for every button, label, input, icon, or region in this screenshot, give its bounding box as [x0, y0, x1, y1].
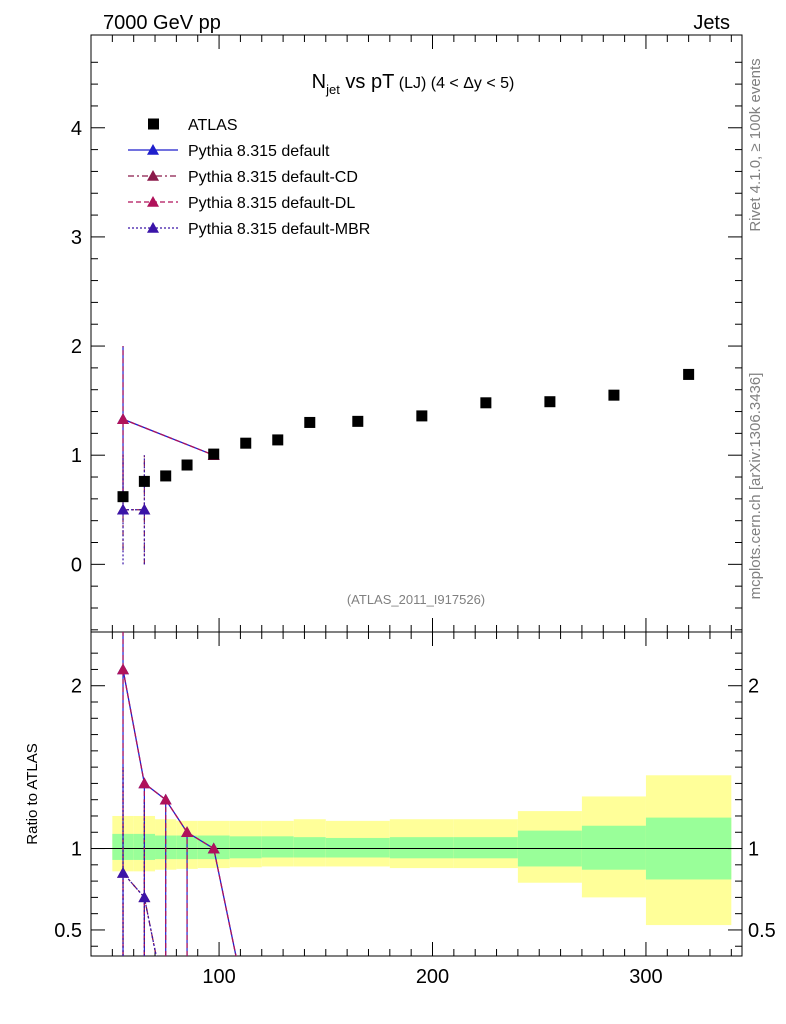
ratio-axis-label: Ratio to ATLAS [24, 743, 41, 844]
header-energy: 7000 GeV pp [103, 12, 221, 34]
ratio-point [159, 793, 172, 805]
ratio-y-tick-label-right: 0.5 [748, 920, 776, 942]
main-y-tick-label: 3 [71, 227, 82, 249]
series-cd-ratio [117, 767, 157, 956]
atlas-point [117, 491, 129, 503]
atlas-point [683, 368, 695, 380]
ratio-point [117, 866, 130, 878]
series-point [117, 413, 130, 424]
title-main: N [312, 71, 326, 93]
legend: ATLAS Pythia 8.315 default Pythia 8.315 de… [128, 117, 370, 238]
mcplots-label: mcplots.cern.ch [arXiv:1306.3436] [747, 373, 764, 600]
title-small: (LJ) (4 < Δy < 5) [394, 75, 514, 92]
atlas-point [181, 459, 193, 471]
legend-label: Pythia 8.315 default-MBR [188, 221, 370, 238]
legend-marker [147, 196, 159, 207]
x-tick-label: 200 [416, 966, 449, 988]
main-y-tick-label: 0 [71, 554, 82, 576]
atlas-point [272, 434, 284, 446]
ratio-point [138, 777, 151, 789]
band-inner-5 [229, 836, 262, 859]
ratio-point [181, 826, 194, 838]
ratio-y-tick-label: 0.5 [54, 920, 82, 942]
ratio-point [138, 891, 151, 903]
main-y-tick-label: 4 [71, 118, 82, 140]
series-line [122, 418, 214, 456]
ratio-y-tick-label: 1 [71, 839, 82, 861]
ratio-y-tick-label-right: 2 [748, 676, 759, 698]
ratio-point [207, 842, 220, 854]
band-inner-7 [293, 837, 326, 858]
main-y-tick-label: 1 [71, 445, 82, 467]
ratio-frame [90, 631, 743, 957]
atlas-point [160, 470, 172, 482]
band-inner-12 [581, 825, 646, 870]
ratio-y-tick-label-right: 1 [748, 839, 759, 861]
series-point [117, 503, 130, 515]
series-atlas [117, 368, 695, 503]
legend-label: Pythia 8.315 default-DL [188, 195, 355, 212]
atlas-point [304, 416, 316, 428]
series-mbr-main [117, 455, 151, 565]
atlas-point [352, 415, 364, 427]
band-inner-6 [261, 836, 294, 858]
main-panel: 0 1 2 3 4 [71, 34, 743, 633]
title-rest: vs pT [340, 71, 394, 93]
atlas-point [208, 448, 220, 460]
ratio-panel: 100 200 300 0.5 0.5 1 1 2 2 [54, 631, 776, 988]
ratio-point [117, 663, 130, 675]
ratio-y-tick-label: 2 [71, 676, 82, 698]
legend-label: ATLAS [188, 117, 238, 134]
atlas-point [138, 475, 150, 487]
series-mbr-ratio [117, 767, 157, 956]
band-inner-8 [325, 837, 390, 858]
x-tick-label: 100 [202, 966, 235, 988]
title-sub: jet [325, 82, 340, 97]
main-y-tick-label: 2 [71, 336, 82, 358]
header-process: Jets [693, 12, 730, 34]
legend-label: Pythia 8.315 default [188, 143, 330, 160]
uncertainty-bands [112, 775, 732, 926]
legend-marker [147, 144, 159, 155]
atlas-point [608, 389, 620, 401]
legend-marker [147, 170, 159, 181]
ratio-line [122, 669, 237, 956]
atlas-point [480, 397, 492, 409]
atlas-point [544, 396, 556, 408]
x-tick-label: 300 [629, 966, 662, 988]
analysis-watermark: (ATLAS_2011_I917526) [347, 592, 485, 607]
legend-label: Pythia 8.315 default-CD [188, 169, 358, 186]
band-inner-9 [389, 837, 454, 859]
atlas-point [240, 437, 252, 449]
series-default-main [117, 346, 220, 492]
legend-marker-atlas [148, 118, 159, 130]
series-point [138, 503, 151, 515]
band-inner-10 [453, 837, 518, 859]
rivet-label: Rivet 4.1.0, ≥ 100k events [747, 58, 764, 231]
plot-title: Njet vs pT (LJ) (4 < Δy < 5) [312, 71, 515, 97]
series-dl-main [117, 346, 220, 492]
atlas-point [416, 410, 428, 422]
legend-marker [147, 222, 159, 233]
